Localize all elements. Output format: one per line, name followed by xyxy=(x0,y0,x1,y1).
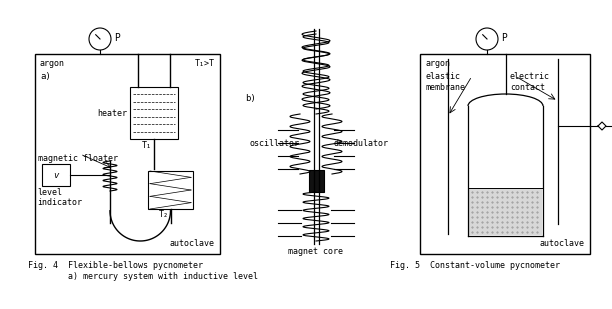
Text: contact: contact xyxy=(510,83,545,92)
Text: electric: electric xyxy=(510,72,550,81)
Bar xyxy=(420,54,590,254)
Text: oscillator: oscillator xyxy=(249,139,299,149)
Bar xyxy=(469,188,542,235)
Text: P: P xyxy=(114,33,120,43)
Text: argon: argon xyxy=(425,59,450,68)
Text: autoclave: autoclave xyxy=(170,239,215,248)
Bar xyxy=(308,170,324,192)
Text: elastic: elastic xyxy=(425,72,460,81)
Text: demodulator: demodulator xyxy=(333,139,388,149)
Text: T₁>T: T₁>T xyxy=(195,59,215,68)
Text: membrane: membrane xyxy=(425,83,465,92)
Bar xyxy=(130,87,178,139)
Text: a): a) xyxy=(40,72,51,81)
Bar xyxy=(148,171,193,209)
Text: Fig. 4  Flexible-bellows pycnometer: Fig. 4 Flexible-bellows pycnometer xyxy=(28,261,203,270)
Text: argon: argon xyxy=(40,59,65,68)
Bar xyxy=(35,54,220,254)
Text: heater: heater xyxy=(97,108,127,117)
Text: autoclave: autoclave xyxy=(540,239,585,248)
Text: P: P xyxy=(501,33,507,43)
Text: magnet core: magnet core xyxy=(288,247,343,256)
Text: v: v xyxy=(53,171,59,180)
Text: b): b) xyxy=(245,94,256,103)
Text: T₂: T₂ xyxy=(159,210,168,219)
Text: T₁: T₁ xyxy=(142,141,152,150)
Text: magnetic floater: magnetic floater xyxy=(38,154,118,163)
Text: Fig. 5  Constant-volume pycnometer: Fig. 5 Constant-volume pycnometer xyxy=(390,261,560,270)
Bar xyxy=(42,164,70,186)
Text: level
indicator: level indicator xyxy=(37,188,82,207)
Text: a) mercury system with inductive level: a) mercury system with inductive level xyxy=(28,272,258,281)
